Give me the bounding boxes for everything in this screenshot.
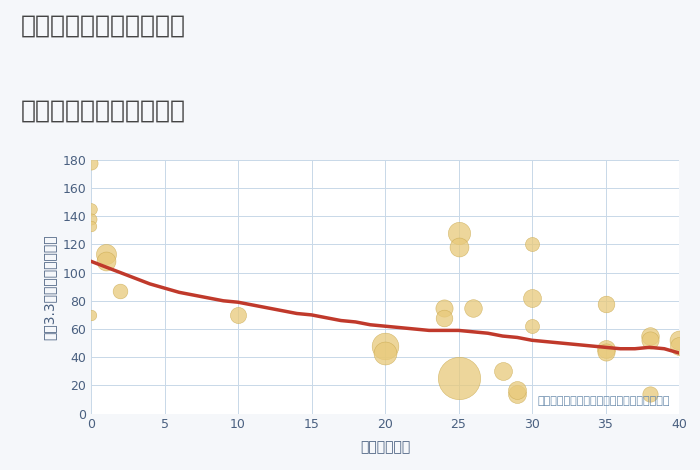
Point <box>644 337 655 344</box>
Point <box>526 294 538 302</box>
Point <box>453 229 464 237</box>
Point <box>497 368 508 375</box>
Point <box>644 332 655 340</box>
Point <box>438 314 449 321</box>
Point <box>379 342 391 350</box>
Point <box>673 337 685 344</box>
Point <box>453 375 464 382</box>
Point <box>453 243 464 251</box>
Point <box>85 222 97 230</box>
Point <box>644 390 655 398</box>
Point <box>85 205 97 213</box>
Y-axis label: 坪（3.3㎡）単価（万円）: 坪（3.3㎡）単価（万円） <box>43 234 57 339</box>
Text: 奈良県奈良市鶴舞東町の: 奈良県奈良市鶴舞東町の <box>21 14 186 38</box>
Point <box>512 386 523 393</box>
Point <box>438 304 449 312</box>
Point <box>232 311 244 319</box>
Point <box>673 342 685 350</box>
Point <box>379 349 391 357</box>
Point <box>85 159 97 166</box>
Point <box>100 258 111 265</box>
Point <box>526 322 538 330</box>
Point <box>100 251 111 258</box>
Point <box>600 345 611 352</box>
X-axis label: 築年数（年）: 築年数（年） <box>360 440 410 454</box>
Point <box>526 241 538 248</box>
Point <box>512 390 523 398</box>
Text: 築年数別中古戸建て価格: 築年数別中古戸建て価格 <box>21 99 186 123</box>
Point <box>85 215 97 223</box>
Point <box>468 304 479 312</box>
Point <box>600 300 611 307</box>
Point <box>600 348 611 355</box>
Text: 円の大きさは、取引のあった物件面積を示す: 円の大きさは、取引のあった物件面積を示す <box>538 396 670 406</box>
Point <box>85 311 97 319</box>
Point <box>115 287 126 295</box>
